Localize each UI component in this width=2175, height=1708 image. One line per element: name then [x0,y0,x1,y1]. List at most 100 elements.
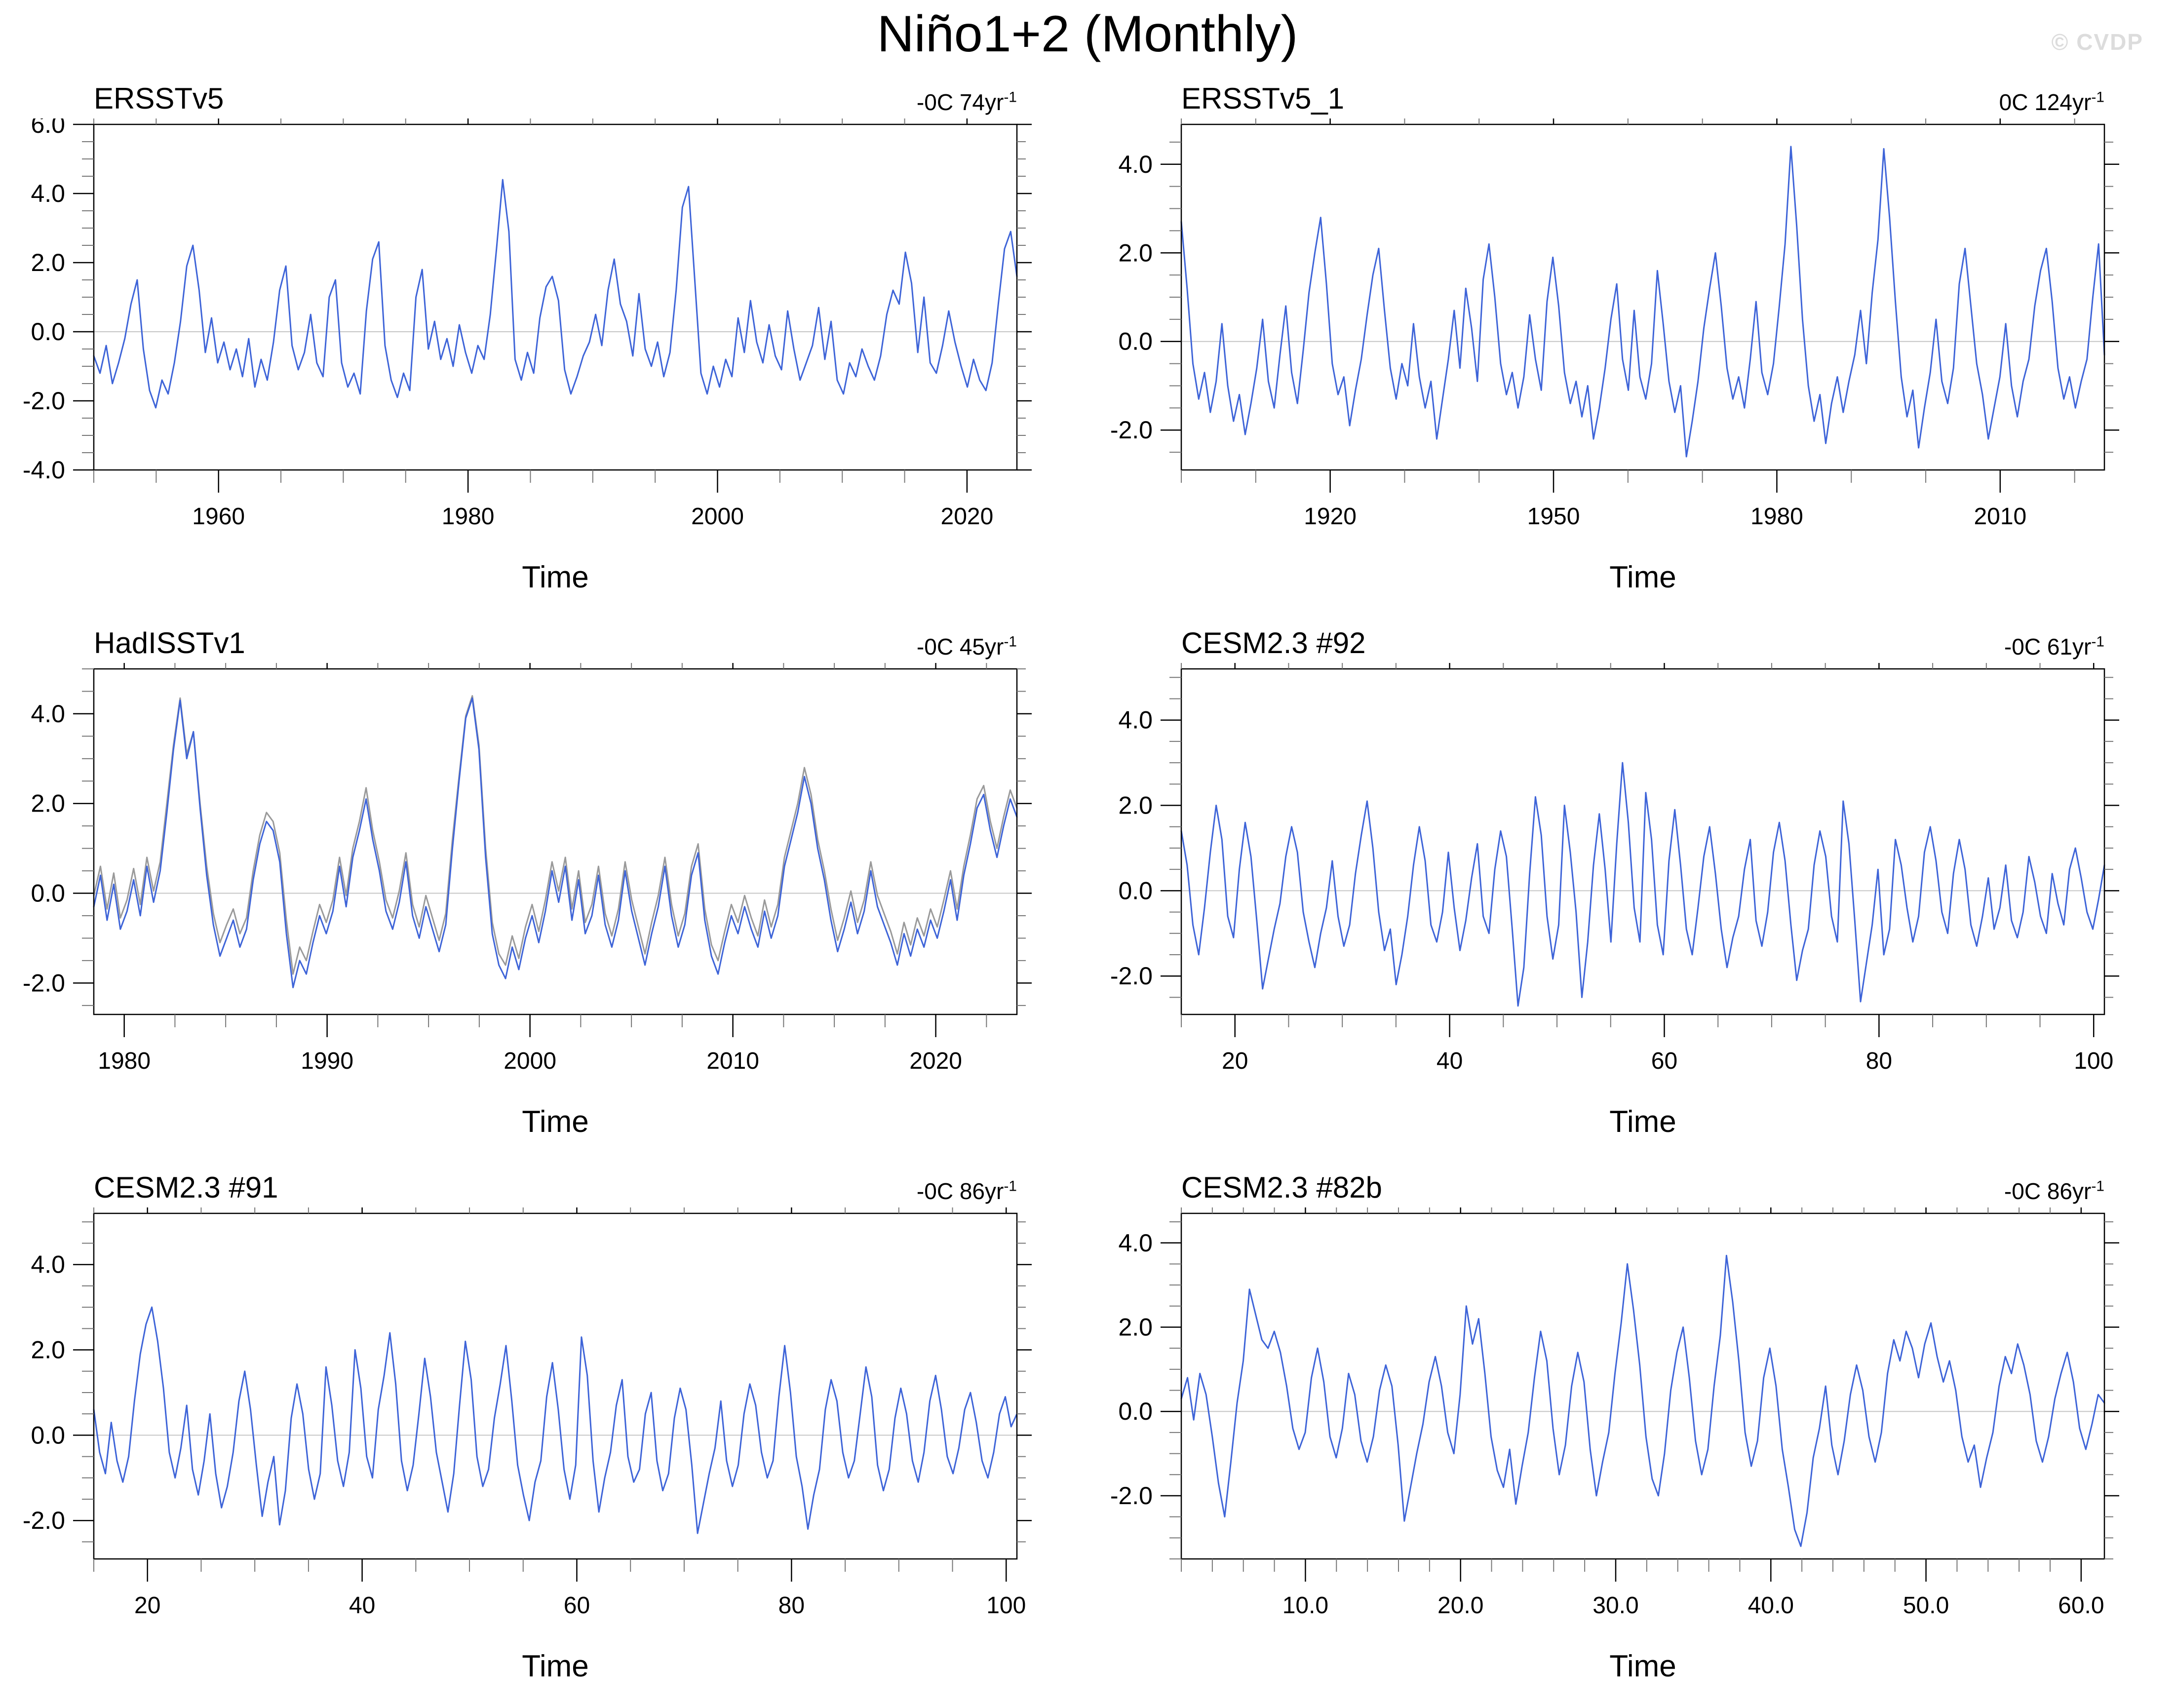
y-tick-label: 4.0 [1118,151,1153,178]
panel-title: ERSSTv5 [94,82,224,115]
x-tick-label: 1980 [442,504,495,530]
y-tick-label: 0.0 [31,1421,65,1449]
panel-grid: ERSSTv5 -0C 74yr-1 1960 1980 2000 2020 6.0 4.… [0,74,2175,1708]
x-tick-label: 80 [1866,1048,1892,1074]
x-tick-label: 2010 [1974,504,2026,530]
trend-annotation: -0C 45yr-1 [916,633,1017,660]
series-line-ersstv5 [93,179,1018,409]
plot-box [93,668,1018,1015]
y-tick-label: 2.0 [1118,239,1153,267]
panel-title: CESM2.3 #82b [1181,1171,1382,1204]
series-line-cesm2-3-82b [1180,1254,2105,1547]
y-tick-label: 2.0 [1118,1313,1153,1341]
x-tick-label: 50.0 [1903,1592,1949,1619]
y-tick-label: -2.0 [23,1507,65,1534]
x-axis-title: Time [1609,1105,1676,1139]
panel-cesm23-92: CESM2.3 #92 -0C 61yr-1 20 40 60 80 100 4.0 2.0… [1088,619,2175,1163]
trend-annotation: -0C 86yr-1 [916,1178,1017,1204]
trend-annotation: -0C 74yr-1 [916,89,1017,115]
x-tick-label: 2000 [504,1048,556,1074]
x-tick-label: 2020 [941,504,994,530]
y-tick-label: 2.0 [31,790,65,817]
y-tick-label: 2.0 [31,1336,65,1364]
timeseries-plot: 1920 1950 1980 2010 4.0 2.0 0.0 -2.0 Time [1110,118,2119,594]
y-tick-label: 4.0 [1118,1229,1153,1257]
plot-box [93,1212,1018,1560]
x-tick-label: 1960 [192,504,245,530]
y-tick-label: 0.0 [31,318,65,346]
cvdp-watermark: © CVDP [2051,29,2143,55]
trend-annotation: -0C 61yr-1 [2004,633,2104,660]
panel-cesm23-82b: CESM2.3 #82b -0C 86yr-1 10.0 20.0 30.0 40.0… [1088,1163,2175,1708]
y-tick-label: 2.0 [31,249,65,276]
y-tick-label: -2.0 [1110,962,1153,990]
timeseries-plot: 1960 1980 2000 2020 6.0 4.0 2.0 0.0 -2.0 -4.0 Time [23,118,1032,594]
x-tick-label: 2000 [691,504,744,530]
series-line-reference [93,695,1018,975]
y-tick-label: 4.0 [1118,706,1153,734]
timeseries-plot: 20 40 60 80 100 4.0 2.0 0.0 -2.0 Time [23,1207,1032,1683]
panel-title: HadISSTv1 [94,626,245,660]
y-tick-label: 2.0 [1118,792,1153,819]
y-tick-label: 4.0 [31,1251,65,1279]
x-tick-label: 20 [1222,1048,1248,1074]
x-tick-label: 60 [1651,1048,1677,1074]
x-tick-label: 10.0 [1282,1592,1328,1619]
panel-title: CESM2.3 #91 [94,1171,278,1204]
x-tick-label: 30.0 [1592,1592,1638,1619]
y-tick-label: 0.0 [31,880,65,907]
x-tick-label: 2020 [909,1048,962,1074]
y-tick-label: 0.0 [1118,877,1153,904]
y-tick-label: -2.0 [1110,1482,1153,1510]
x-tick-label: 60 [564,1592,590,1619]
x-axis-title: Time [522,1649,588,1683]
series-line-cesm2-3-91 [93,1306,1018,1534]
trend-annotation: -0C 86yr-1 [2004,1178,2104,1204]
timeseries-plot: 10.0 20.0 30.0 40.0 50.0 60.0 4.0 2.0 0.0 -2.0 Tim… [1110,1207,2119,1683]
x-axis-title: Time [1609,560,1676,594]
plot-box [1180,1212,2105,1560]
timeseries-plot: 1980 1990 2000 2010 2020 4.0 2.0 0.0 -2.0 Time [23,663,1032,1139]
y-tick-label: -2.0 [23,387,65,415]
panel-ersstv5-1: ERSSTv5_1 0C 124yr-1 1920 1950 1980 2010 4.0… [1088,74,2175,619]
x-tick-label: 60.0 [2058,1592,2104,1619]
x-tick-label: 100 [2074,1048,2113,1074]
x-tick-label: 40.0 [1748,1592,1794,1619]
x-tick-label: 1950 [1527,504,1580,530]
plot-box [93,123,1018,471]
page-title: Niño1+2 (Monthly) [877,5,1298,63]
x-axis-title: Time [1609,1649,1676,1683]
timeseries-plot: 20 40 60 80 100 4.0 2.0 0.0 -2.0 Time [1110,663,2119,1139]
x-tick-label: 1920 [1304,504,1357,530]
y-tick-label: -2.0 [1110,416,1153,444]
y-tick-label: 0.0 [1118,1397,1153,1425]
y-tick-label: -4.0 [23,456,65,484]
x-tick-label: 2010 [706,1048,759,1074]
y-tick-label: -2.0 [23,969,65,997]
x-tick-label: 20.0 [1437,1592,1483,1619]
series-line-ersstv5-1 [1180,146,2105,458]
panel-title: ERSSTv5_1 [1181,82,1345,115]
x-tick-label: 40 [1437,1048,1463,1074]
plot-box [1180,123,2105,471]
plot-box [1180,668,2105,1015]
x-tick-label: 1980 [1750,504,1803,530]
x-tick-label: 1990 [301,1048,353,1074]
y-tick-label: 6.0 [31,118,65,138]
x-tick-label: 40 [349,1592,375,1619]
y-tick-label: 4.0 [31,700,65,728]
x-axis-title: Time [522,560,588,594]
panel-ersstv5: ERSSTv5 -0C 74yr-1 1960 1980 2000 2020 6.0 4.… [0,74,1088,619]
y-tick-label: 4.0 [31,180,65,207]
x-tick-label: 100 [986,1592,1026,1619]
y-tick-label: 0.0 [1118,328,1153,355]
trend-annotation: 0C 124yr-1 [1999,89,2104,115]
panel-hadisstv1: HadISSTv1 -0C 45yr-1 1980 1990 2000 2010 202… [0,619,1088,1163]
x-axis-title: Time [522,1105,588,1139]
series-line-cesm2-3-92 [1180,762,2105,1007]
series-line-hadisstv1 [93,697,1018,988]
x-tick-label: 20 [134,1592,160,1619]
x-tick-label: 80 [778,1592,805,1619]
x-tick-label: 1980 [98,1048,151,1074]
